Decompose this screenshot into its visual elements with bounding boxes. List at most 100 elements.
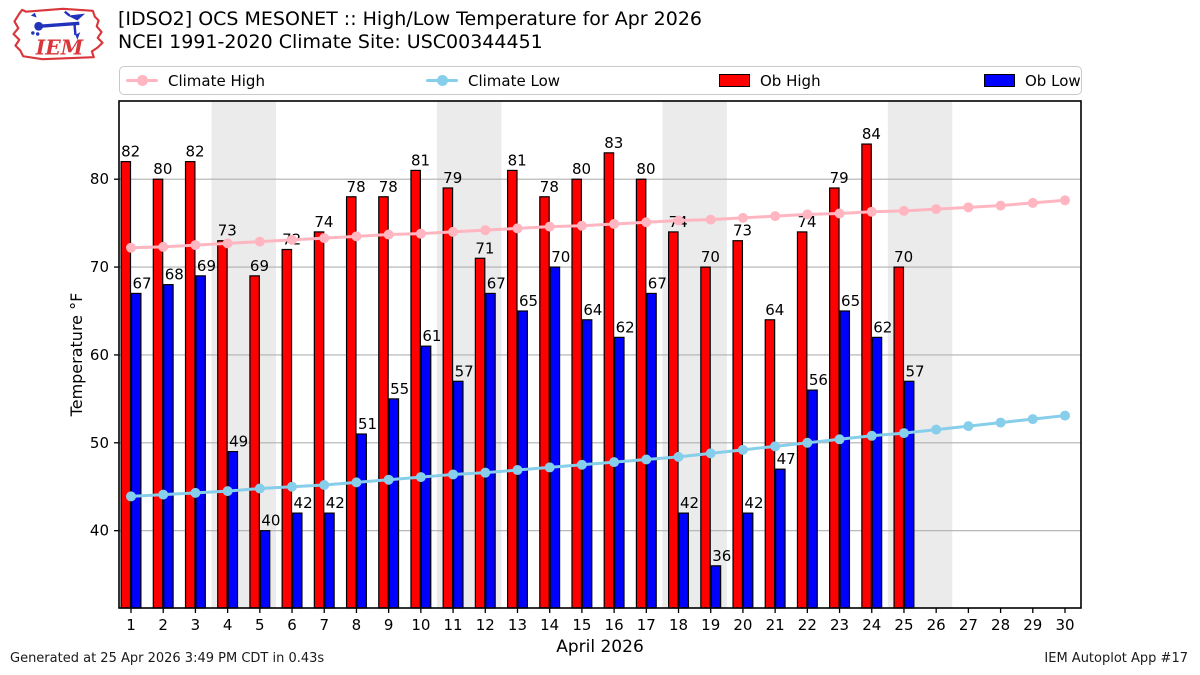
climate-high-marker <box>512 223 523 234</box>
ob-high-bar <box>732 240 744 609</box>
ob-low-value-label: 47 <box>777 450 796 468</box>
climate-low-marker <box>898 428 909 439</box>
ob-low-value-label: 67 <box>487 274 506 292</box>
plot-border <box>118 100 1082 609</box>
ob-low-value-label: 57 <box>455 362 474 380</box>
ob-high-bar <box>668 231 679 609</box>
ob-low-value-label: 51 <box>358 415 377 433</box>
ob-high-value-label: 74 <box>314 213 333 231</box>
ob-high-value-label: 70 <box>701 248 720 266</box>
legend-label-ob-high: Ob High <box>760 71 821 90</box>
climate-low-marker <box>222 486 233 497</box>
ob-high-bar <box>700 266 711 609</box>
ob-high-bar <box>378 196 389 609</box>
x-tick-label: 3 <box>191 616 201 634</box>
x-tick-label: 17 <box>637 616 656 634</box>
climate-high-marker <box>963 202 974 213</box>
ob-low-bar <box>839 310 851 609</box>
ob-low-bar <box>291 512 303 609</box>
weather-vane-icon <box>30 10 86 40</box>
x-tick-label: 21 <box>766 616 785 634</box>
ob-low-value-label: 67 <box>648 274 667 292</box>
ob-high-value-label: 73 <box>218 222 237 240</box>
x-tick-label: 14 <box>540 616 559 634</box>
ob-low-bar <box>324 512 335 609</box>
x-tick-label: 28 <box>991 616 1010 634</box>
ob-low-value-label: 65 <box>519 292 538 310</box>
x-tick-label: 30 <box>1055 616 1074 634</box>
ob-low-value-label: 49 <box>229 433 248 451</box>
ob-low-swatch <box>984 74 1015 87</box>
climate-high-marker <box>254 236 265 247</box>
climate-high-marker <box>126 242 136 253</box>
chart-title: [IDSO2] OCS MESONET :: High/Low Temperat… <box>118 8 702 30</box>
climate-low-marker <box>673 451 684 462</box>
ob-low-bar <box>485 292 496 609</box>
climate-low-line-swatch <box>426 75 458 87</box>
ob-high-bar <box>571 178 582 609</box>
ob-low-value-label: 68 <box>165 266 184 284</box>
ob-low-bar <box>517 310 528 609</box>
ob-high-bar <box>829 187 840 609</box>
ob-low-bar <box>195 275 206 609</box>
x-tick-label: 26 <box>927 616 946 634</box>
climate-high-line <box>130 198 1066 250</box>
ob-low-bar <box>356 433 367 609</box>
climate-high-marker <box>802 209 813 220</box>
climate-low-marker <box>383 474 394 485</box>
climate-high-marker <box>1027 197 1038 208</box>
climate-low-marker <box>995 417 1006 428</box>
climate-high-marker <box>866 206 877 217</box>
x-tick-label: 6 <box>287 616 297 634</box>
climate-low-marker <box>190 487 201 498</box>
legend: Climate High Climate Low Ob High Ob Low <box>119 66 1082 95</box>
ob-high-value-label: 80 <box>153 160 172 178</box>
ob-low-bar <box>452 380 464 609</box>
climate-high-marker <box>480 225 491 236</box>
climate-high-marker <box>705 214 716 225</box>
climate-low-marker <box>802 437 813 448</box>
ob-low-bar <box>227 450 239 609</box>
ob-low-value-label: 62 <box>616 318 635 336</box>
ob-low-bar <box>903 380 915 609</box>
ob-high-value-label: 80 <box>636 160 655 178</box>
climate-low-marker <box>1027 414 1038 425</box>
iowa-outline <box>12 7 104 61</box>
climate-low-marker <box>705 448 716 459</box>
ob-low-bar <box>807 389 818 609</box>
ob-high-value-label: 74 <box>797 213 816 231</box>
ob-low-value-label: 40 <box>261 512 280 530</box>
y-tick-label: 50 <box>90 434 109 452</box>
climate-low-marker <box>834 434 845 445</box>
climate-high-marker <box>1060 195 1070 206</box>
climate-high-marker-icon <box>137 75 148 87</box>
ob-high-bar <box>184 161 196 609</box>
ob-high-bar <box>120 161 132 609</box>
climate-low-marker <box>931 424 942 435</box>
ob-low-value-label: 55 <box>390 380 409 398</box>
legend-label-ob-low: Ob Low <box>1025 71 1081 90</box>
climate-low-marker <box>770 441 781 452</box>
chart-subtitle: NCEI 1991-2020 Climate Site: USC00344451 <box>118 31 543 53</box>
ob-high-bar <box>635 178 647 609</box>
climate-high-marker <box>995 200 1006 211</box>
climate-high-marker <box>287 234 298 245</box>
climate-high-marker <box>576 220 587 231</box>
x-tick-label: 5 <box>255 616 265 634</box>
x-tick-label: 16 <box>605 616 624 634</box>
ob-low-bar <box>163 284 174 609</box>
x-tick-label: 7 <box>319 616 329 634</box>
ob-high-value-label: 70 <box>894 248 913 266</box>
iem-logo: IEM <box>12 7 104 61</box>
ob-low-bar <box>549 266 561 609</box>
ob-high-value-label: 69 <box>250 257 269 275</box>
climate-low-marker <box>866 430 877 441</box>
climate-low-marker-icon <box>437 75 448 87</box>
x-tick-label: 25 <box>894 616 913 634</box>
y-tick-label: 60 <box>90 346 109 364</box>
ob-low-bar <box>259 530 271 609</box>
climate-low-marker <box>609 457 620 468</box>
y-tick-label: 40 <box>90 522 109 540</box>
